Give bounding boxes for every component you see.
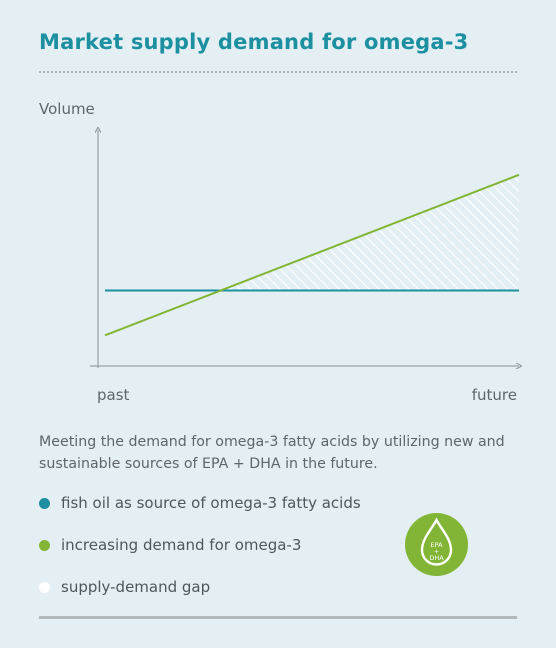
supply-demand-chart: Volume past future — [39, 100, 556, 404]
series-line-omega3-demand — [104, 173, 520, 337]
x-tick-label-past: past — [97, 386, 130, 404]
x-tick-label-future: future — [472, 386, 517, 404]
legend-item-demand: increasing demand for omega-3 — [39, 534, 399, 556]
legend-label-gap: supply-demand gap — [61, 578, 211, 596]
badge-text-epa: EPA — [430, 541, 443, 549]
y-axis-label: Volume — [39, 100, 95, 118]
badge-text-dha: DHA — [429, 554, 444, 562]
badge-text-plus: + — [434, 549, 439, 556]
legend-dot-demand — [39, 539, 50, 551]
legend-dot-fish-oil — [39, 497, 50, 509]
legend-item-gap: supply-demand gap — [39, 576, 399, 598]
legend-label-fish-oil: fish oil as source of omega-3 fatty acid… — [61, 494, 361, 512]
epa-dha-drop-icon: EPA + DHA — [405, 513, 468, 576]
legend-label-demand: increasing demand for omega-3 — [61, 536, 302, 554]
bottom-divider — [39, 616, 517, 619]
legend-dot-gap — [39, 581, 50, 593]
legend-item-fish-oil: fish oil as source of omega-3 fatty acid… — [39, 492, 399, 514]
chart-description: Meeting the demand for omega-3 fatty aci… — [39, 434, 505, 472]
title-divider — [39, 71, 517, 73]
page-title: Market supply demand for omega-3 — [39, 30, 469, 54]
